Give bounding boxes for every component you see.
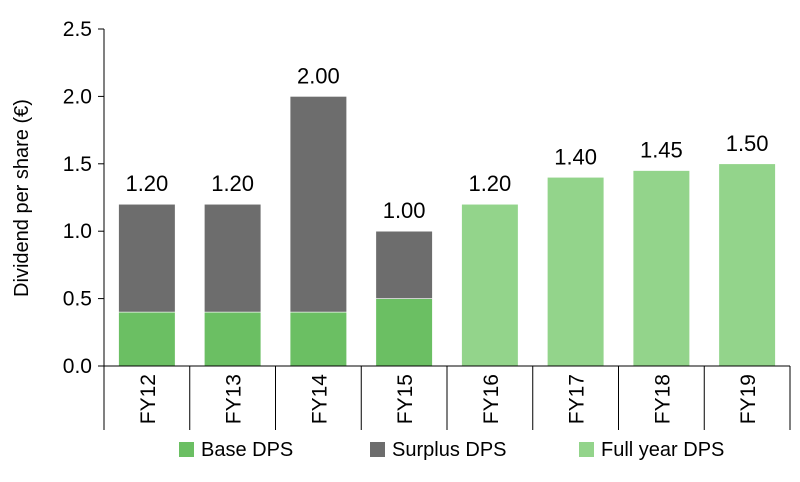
x-tick-label-fy17: FY17 <box>566 374 589 424</box>
legend-label-full-year-dps: Full year DPS <box>601 439 724 461</box>
x-tick-label-fy18: FY18 <box>651 374 674 424</box>
bar-base-dps-fy14 <box>289 311 347 367</box>
legend: Base DPS Surplus DPS Full year DPS <box>179 439 724 461</box>
data-label-fy14: 2.00 <box>297 63 340 88</box>
bar-base-dps-fy12 <box>118 311 176 367</box>
bar-surplus-dps-fy12 <box>118 203 176 313</box>
bar-full-year-dps-fy18 <box>632 170 690 367</box>
data-label-fy19: 1.50 <box>726 131 769 156</box>
x-tick-label-fy19: FY19 <box>737 374 760 424</box>
data-label-fy18: 1.45 <box>640 138 683 163</box>
y-tick-label: 2.0 <box>63 85 92 108</box>
data-labels-group: 1.20 1.20 2.00 1.00 1.20 1.40 1.45 1.50 <box>125 63 768 223</box>
bar-full-year-dps-fy19 <box>718 163 776 367</box>
data-label-fy17: 1.40 <box>554 144 597 169</box>
bar-full-year-dps-fy17 <box>547 176 605 367</box>
y-tick-labels: 0.0 0.5 1.0 1.5 2.0 2.5 <box>63 18 92 378</box>
y-tick-label: 1.0 <box>63 220 92 243</box>
bar-surplus-dps-fy15 <box>375 230 433 299</box>
bar-full-year-dps-fy16 <box>461 203 519 367</box>
bar-base-dps-fy13 <box>204 311 262 367</box>
bar-base-dps-fy15 <box>375 298 433 367</box>
axes-group <box>98 28 791 430</box>
x-tick-label-fy15: FY15 <box>394 374 417 424</box>
x-tick-label-fy13: FY13 <box>223 374 246 424</box>
x-tick-labels: FY12 FY13 FY14 FY15 FY16 FY17 FY18 FY19 <box>137 374 760 425</box>
x-tick-label-fy16: FY16 <box>480 374 503 424</box>
y-tick-label: 0.0 <box>63 355 92 378</box>
y-tick-label: 2.5 <box>63 18 92 41</box>
data-label-fy15: 1.00 <box>383 198 426 223</box>
bar-surplus-dps-fy13 <box>204 203 262 313</box>
data-label-fy16: 1.20 <box>468 171 511 196</box>
y-tick-label: 1.5 <box>63 153 92 176</box>
legend-swatch-base-dps <box>179 442 194 457</box>
data-label-fy13: 1.20 <box>211 171 254 196</box>
x-tick-label-fy12: FY12 <box>137 374 160 424</box>
y-axis-title: Dividend per share (€) <box>11 99 33 297</box>
x-tick-label-fy14: FY14 <box>308 374 331 425</box>
legend-label-base-dps: Base DPS <box>201 439 293 461</box>
legend-swatch-surplus-dps <box>370 442 385 457</box>
legend-label-surplus-dps: Surplus DPS <box>392 439 507 461</box>
legend-swatch-full-year-dps <box>579 442 594 457</box>
bars-group <box>118 96 776 367</box>
data-label-fy12: 1.20 <box>125 171 168 196</box>
y-tick-label: 0.5 <box>63 288 92 311</box>
bar-surplus-dps-fy14 <box>289 96 347 313</box>
